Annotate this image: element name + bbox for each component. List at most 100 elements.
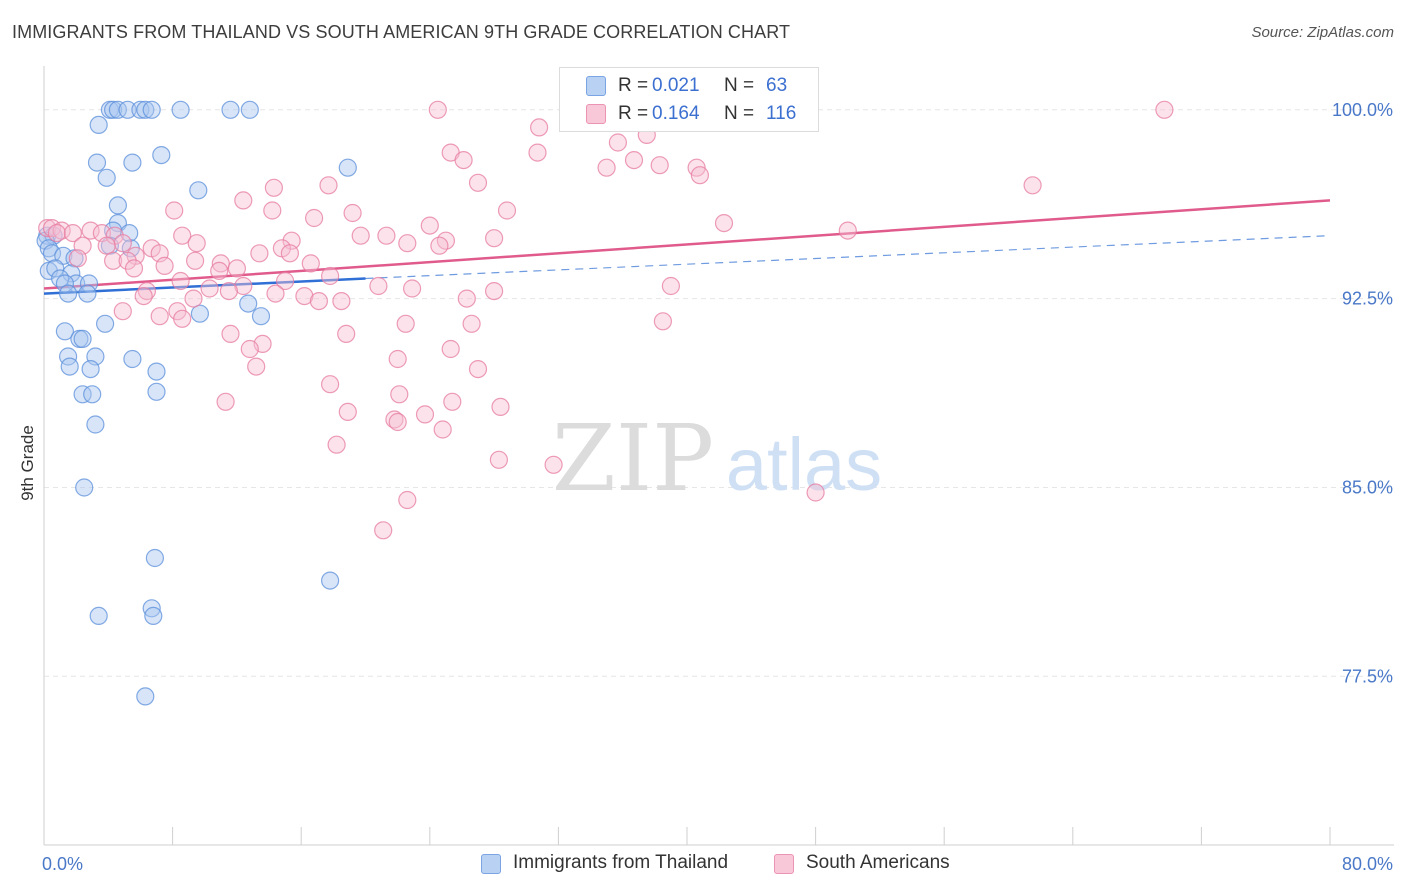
- y-tick-label: 92.5%: [1342, 289, 1393, 309]
- point-south-americans: [420, 216, 439, 235]
- point-thailand: [87, 153, 107, 172]
- point-south-americans: [210, 261, 229, 280]
- point-thailand: [81, 360, 100, 379]
- point-south-americans: [187, 234, 206, 253]
- legend-swatch-thailand: [481, 854, 501, 874]
- point-south-americans: [305, 208, 324, 228]
- point-thailand: [95, 314, 115, 333]
- point-south-americans: [338, 402, 357, 421]
- point-thailand: [239, 294, 258, 313]
- point-south-americans: [528, 143, 547, 162]
- axes: [43, 66, 1394, 846]
- point-thailand: [147, 362, 166, 381]
- point-thailand: [62, 264, 81, 283]
- point-south-americans: [171, 271, 190, 291]
- point-thailand: [73, 385, 92, 404]
- point-south-americans: [280, 244, 299, 263]
- point-thailand: [103, 100, 123, 119]
- point-south-americans: [714, 214, 734, 233]
- point-thailand: [123, 153, 142, 172]
- point-thailand: [118, 100, 137, 119]
- trend-line-south-americans: [43, 199, 1331, 290]
- point-south-americans: [690, 166, 710, 185]
- point-thailand: [58, 284, 78, 303]
- x-tick-label: 80.0%: [1342, 854, 1393, 874]
- point-south-americans: [544, 455, 563, 474]
- point-south-americans: [52, 221, 71, 240]
- point-south-americans: [173, 309, 192, 328]
- trend-line-thailand: [43, 277, 366, 295]
- point-south-americans: [838, 221, 857, 240]
- point-south-americans: [398, 490, 417, 510]
- point-south-americans: [234, 276, 253, 296]
- point-south-americans: [332, 292, 351, 311]
- point-thailand: [83, 385, 102, 404]
- legend-n-value: 116: [766, 103, 797, 124]
- point-south-americans: [415, 405, 435, 424]
- point-south-americans: [489, 450, 508, 469]
- point-thailand: [251, 307, 271, 326]
- y-tick-label: 85.0%: [1342, 477, 1393, 497]
- point-south-americans: [134, 287, 153, 306]
- point-south-americans: [597, 158, 616, 177]
- point-thailand: [42, 244, 62, 263]
- point-south-americans: [250, 244, 269, 263]
- trend-lines: [43, 199, 1331, 295]
- trend-line-thailand-extension: [365, 235, 1331, 280]
- point-south-americans: [608, 133, 628, 152]
- point-south-americans: [327, 435, 346, 454]
- point-south-americans: [388, 349, 407, 369]
- point-thailand: [144, 606, 163, 626]
- point-thailand: [108, 100, 128, 119]
- point-south-americans: [529, 118, 549, 137]
- point-south-americans: [155, 256, 174, 275]
- point-south-americans: [351, 226, 370, 245]
- data-points: [36, 100, 1174, 706]
- point-thailand: [142, 599, 161, 618]
- point-south-americans: [309, 292, 328, 311]
- x-tick-label: 0.0%: [42, 854, 83, 874]
- point-thailand: [55, 274, 75, 293]
- point-south-americans: [441, 339, 460, 359]
- point-south-americans: [443, 392, 462, 411]
- point-south-americans: [295, 287, 314, 306]
- legend-n-label: N =: [724, 103, 755, 124]
- point-south-americans: [221, 324, 240, 343]
- point-thailand: [152, 146, 171, 165]
- point-thailand: [136, 100, 155, 119]
- legend-r-value: 0.021: [652, 75, 700, 96]
- point-thailand: [120, 224, 139, 243]
- point-south-americans: [266, 284, 285, 303]
- point-south-americans: [485, 282, 504, 301]
- point-south-americans: [68, 249, 87, 268]
- point-south-americans: [661, 276, 681, 296]
- legend-n-value: 63: [766, 75, 788, 96]
- point-thailand: [39, 239, 58, 258]
- point-south-americans: [468, 360, 488, 379]
- point-south-americans: [485, 229, 504, 248]
- legend-r-label: R =: [618, 75, 649, 96]
- point-thailand: [123, 349, 142, 369]
- point-thailand: [136, 687, 155, 706]
- point-thailand: [321, 571, 340, 590]
- point-thailand: [73, 329, 92, 348]
- legend-r-label: R =: [618, 103, 649, 124]
- point-south-americans: [173, 226, 192, 245]
- swatch-thailand: [586, 76, 606, 96]
- legend-r-value: 0.164: [652, 103, 700, 124]
- point-thailand: [86, 415, 105, 434]
- point-south-americans: [653, 312, 673, 331]
- point-south-americans: [388, 412, 407, 432]
- point-south-americans: [63, 224, 83, 243]
- point-south-americans: [462, 314, 481, 333]
- point-south-americans: [200, 279, 219, 298]
- point-thailand: [60, 357, 79, 376]
- point-thailand: [189, 181, 208, 200]
- point-south-americans: [165, 201, 184, 220]
- point-thailand: [190, 304, 209, 323]
- point-thailand: [78, 284, 97, 303]
- point-south-americans: [240, 339, 259, 359]
- point-south-americans: [47, 224, 67, 243]
- point-south-americans: [103, 251, 123, 270]
